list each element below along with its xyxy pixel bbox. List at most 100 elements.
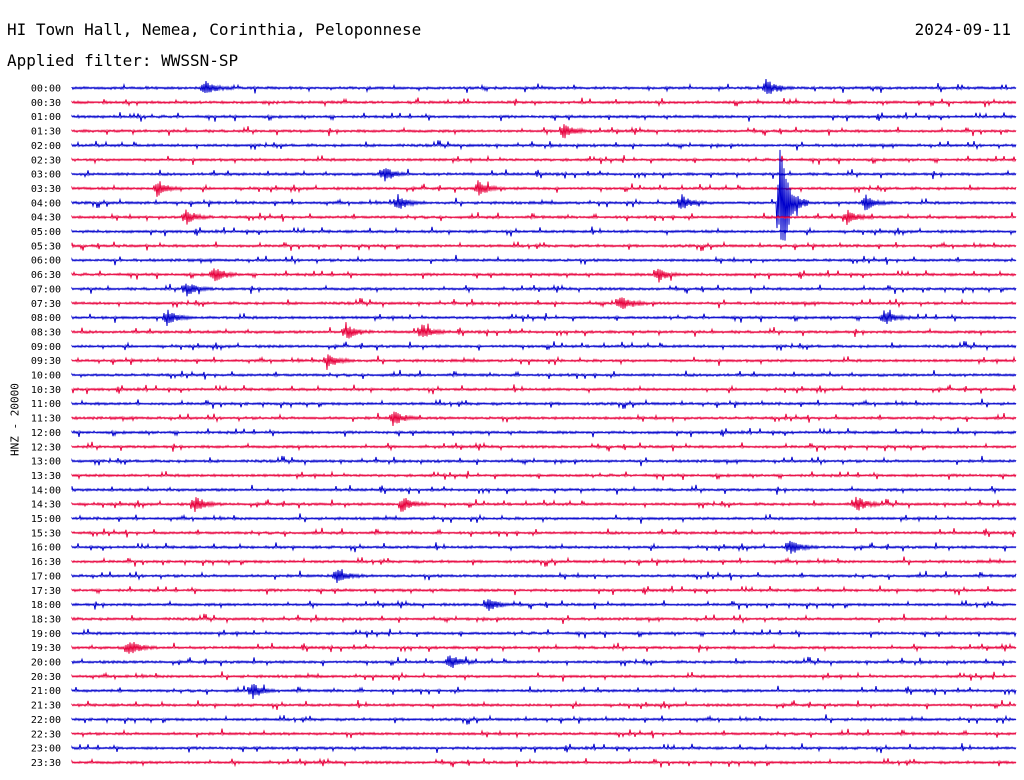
row-time-label: 19:30 — [31, 643, 61, 654]
trace-line — [71, 599, 1017, 611]
trace-line — [71, 642, 1017, 654]
row-time-label: 01:00 — [31, 112, 61, 123]
filter-label: Applied filter: WWSSN-SP — [7, 51, 239, 70]
trace-line — [71, 655, 1017, 669]
row-time-label: 20:30 — [31, 672, 61, 683]
trace-line — [71, 556, 1017, 567]
row-time-label: 17:00 — [31, 571, 61, 582]
trace-line — [71, 585, 1017, 596]
trace-line — [71, 628, 1017, 639]
row-time-label: 02:30 — [31, 155, 61, 166]
row-time-labels: 00:00 00:30 01:00 01:30 02:00 02:30 03:00 03:30… — [31, 84, 61, 769]
trace-line — [71, 78, 1017, 94]
row-time-label: 03:30 — [31, 184, 61, 195]
row-time-label: 15:00 — [31, 514, 61, 525]
row-time-label: 22:00 — [31, 715, 61, 726]
trace-line — [71, 369, 1017, 380]
trace-line — [71, 309, 1017, 327]
trace-line — [71, 140, 1017, 151]
trace-line — [71, 540, 1017, 554]
row-time-label: 07:00 — [31, 284, 61, 295]
trace-line — [71, 513, 1017, 524]
trace-line — [71, 683, 1017, 700]
trace-line — [71, 149, 1017, 241]
trace-line — [71, 297, 1017, 310]
row-time-label: 10:00 — [31, 371, 61, 382]
row-time-label: 07:30 — [31, 299, 61, 310]
row-time-label: 00:00 — [31, 84, 61, 95]
row-time-label: 16:00 — [31, 543, 61, 554]
trace-line — [71, 283, 1017, 297]
trace-line — [71, 180, 1017, 197]
trace-line — [71, 226, 1017, 237]
row-time-label: 02:00 — [31, 141, 61, 152]
trace-line — [71, 97, 1017, 108]
trace-line — [71, 240, 1017, 252]
row-time-label: 22:30 — [31, 729, 61, 740]
row-time-label: 20:00 — [31, 658, 61, 669]
row-time-label: 16:30 — [31, 557, 61, 568]
trace-line — [71, 470, 1017, 481]
row-time-label: 13:30 — [31, 471, 61, 482]
row-time-label: 18:30 — [31, 614, 61, 625]
row-time-label: 05:30 — [31, 241, 61, 252]
recording-date: 2024-09-11 — [914, 20, 1011, 39]
row-time-label: 10:30 — [31, 385, 61, 396]
station-title: HI Town Hall, Nemea, Corinthia, Peloponn… — [7, 20, 422, 39]
row-time-label: 13:00 — [31, 457, 61, 468]
row-time-label: 11:30 — [31, 414, 61, 425]
row-time-label: 21:00 — [31, 686, 61, 697]
row-time-label: 06:30 — [31, 270, 61, 281]
trace-line — [71, 427, 1017, 438]
row-time-label: 17:30 — [31, 586, 61, 597]
trace-line — [71, 757, 1017, 768]
trace-line — [71, 743, 1017, 754]
trace-line — [71, 700, 1017, 710]
trace-line — [71, 496, 1017, 513]
trace-line — [71, 613, 1017, 625]
trace-line — [71, 154, 1017, 165]
row-time-label: 11:00 — [31, 399, 61, 410]
trace-line — [71, 455, 1017, 467]
row-time-label: 08:30 — [31, 327, 61, 338]
trace-line — [71, 254, 1017, 266]
row-time-label: 00:30 — [31, 98, 61, 109]
trace-line — [71, 441, 1017, 452]
trace-line — [71, 322, 1017, 339]
trace-line — [71, 384, 1017, 395]
row-time-label: 04:00 — [31, 198, 61, 209]
trace-line — [71, 411, 1017, 427]
row-time-label: 04:30 — [31, 213, 61, 224]
row-time-label: 03:00 — [31, 170, 61, 181]
trace-line — [71, 527, 1017, 538]
row-time-label: 01:30 — [31, 127, 61, 138]
row-time-label: 19:00 — [31, 629, 61, 640]
trace-line — [71, 398, 1017, 409]
seismic-traces — [71, 78, 1017, 768]
row-time-label: 23:30 — [31, 758, 61, 769]
trace-line — [71, 268, 1017, 283]
trace-line — [71, 354, 1017, 370]
trace-line — [71, 714, 1017, 725]
row-time-label: 18:00 — [31, 600, 61, 611]
row-time-label: 12:00 — [31, 428, 61, 439]
row-time-label: 06:00 — [31, 256, 61, 267]
row-time-label: 09:00 — [31, 342, 61, 353]
row-time-label: 12:30 — [31, 442, 61, 453]
row-time-label: 14:00 — [31, 485, 61, 496]
row-time-label: 14:30 — [31, 500, 61, 511]
trace-line — [71, 671, 1017, 682]
trace-line — [71, 168, 1017, 182]
trace-line — [71, 484, 1017, 495]
trace-line — [71, 569, 1017, 583]
trace-line — [71, 111, 1017, 122]
row-time-label: 21:30 — [31, 701, 61, 712]
trace-line — [71, 728, 1017, 739]
row-time-label: 08:00 — [31, 313, 61, 324]
row-time-label: 05:00 — [31, 227, 61, 238]
trace-line — [71, 124, 1017, 139]
row-time-label: 23:00 — [31, 744, 61, 755]
trace-line — [71, 341, 1017, 352]
row-time-label: 15:30 — [31, 528, 61, 539]
